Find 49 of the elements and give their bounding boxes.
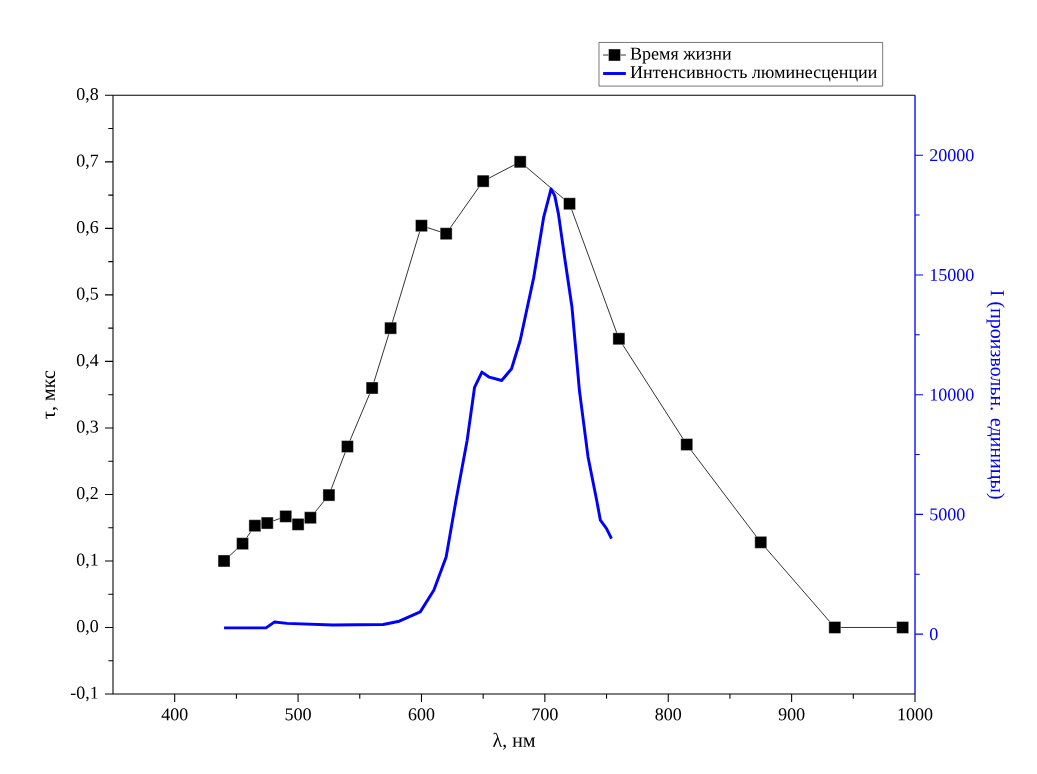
point xyxy=(754,536,767,549)
point xyxy=(680,438,693,451)
point xyxy=(828,621,842,634)
y2-tick-label: 0 xyxy=(929,628,938,641)
y-tick-label: 0,7 xyxy=(76,154,99,170)
point xyxy=(563,197,576,210)
x-tick-label: 900 xyxy=(778,708,805,721)
y-tick-label: 0,5 xyxy=(76,287,99,303)
point xyxy=(415,219,428,232)
y-axis-title: τ, мкс xyxy=(45,370,58,419)
y2-tick-label: 10000 xyxy=(930,388,974,401)
x-tick-label: 1000 xyxy=(898,708,933,721)
y-tick-label: -0,1 xyxy=(70,686,98,702)
y-tick-label: 0,1 xyxy=(76,553,98,569)
y2-tick-label: 5000 xyxy=(930,508,965,521)
y-tick-label: 0,8 xyxy=(76,87,99,103)
y-tick-label: 0,4 xyxy=(76,354,99,369)
line-series xyxy=(222,187,613,630)
point xyxy=(439,227,453,240)
point xyxy=(217,554,231,568)
x-tick-label: 700 xyxy=(532,708,558,721)
point xyxy=(612,332,626,345)
point xyxy=(476,174,490,188)
y2-tick-label: 20000 xyxy=(930,149,974,162)
x-tick-label: 400 xyxy=(161,708,188,721)
legend-label: Время жизни xyxy=(630,47,732,64)
y2-axis-title: I (произвольн. единицы) xyxy=(986,290,1005,499)
x-tick-label: 600 xyxy=(408,708,435,721)
point xyxy=(513,155,527,169)
point xyxy=(384,321,397,335)
point xyxy=(896,621,909,634)
x-tick-label: 800 xyxy=(655,708,682,721)
point xyxy=(322,488,336,502)
point xyxy=(365,381,379,395)
x-axis-title: λ, нм xyxy=(493,732,536,750)
y-tick-label: 0,2 xyxy=(76,487,98,502)
point xyxy=(261,516,274,530)
y-tick-label: 0,3 xyxy=(76,420,99,436)
point xyxy=(341,440,354,453)
point xyxy=(279,510,292,523)
legend-label: Интенсивность люминесценции xyxy=(630,66,877,82)
point xyxy=(291,518,305,531)
y-tick-label: 0,6 xyxy=(76,220,99,236)
point xyxy=(236,537,249,550)
y-tick-label: 0,0 xyxy=(76,620,99,635)
y2-tick-label: 15000 xyxy=(930,268,974,281)
point xyxy=(304,511,317,524)
x-tick-label: 500 xyxy=(285,708,311,721)
point xyxy=(248,519,262,532)
